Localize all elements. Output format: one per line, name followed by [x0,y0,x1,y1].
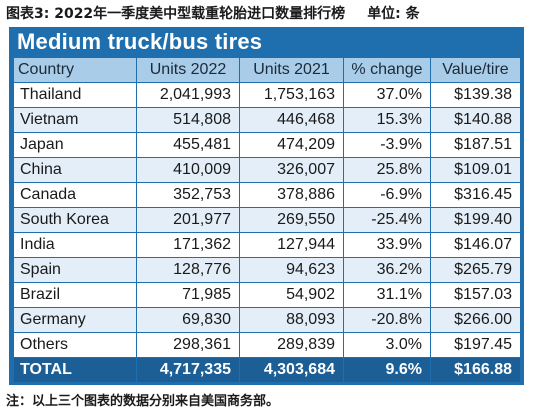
pct-change-cell: 37.0% [343,82,431,108]
caption-title: 图表3: 2022年一季度美中型载重轮胎进口数量排行榜 [6,6,346,22]
value-per-tire-cell: $266.00 [430,307,521,333]
pct-change-cell: 25.8% [343,157,431,183]
header-row: Country Units 2022 Units 2021 % change V… [13,57,521,83]
table-row: Germany 69,830 88,093 -20.8% $266.00 [13,307,521,333]
table-row: Brazil 71,985 54,902 31.1% $157.03 [13,282,521,308]
pct-change-cell: -25.4% [343,207,431,233]
value-per-tire-cell: $316.45 [430,182,521,208]
country-cell: Canada [13,182,137,208]
table-row: India 171,362 127,944 33.9% $146.07 [13,232,521,258]
country-cell: Brazil [13,282,137,308]
units-2021-cell: 127,944 [239,232,344,258]
units-2022-cell: 171,362 [136,232,240,258]
units-2021-cell: 94,623 [239,257,344,283]
pct-change-cell: 33.9% [343,232,431,258]
units-2022-cell: 71,985 [136,282,240,308]
country-cell: India [13,232,137,258]
units-2021-cell: 446,468 [239,107,344,133]
country-cell: Others [13,332,137,358]
country-cell: South Korea [13,207,137,233]
table-row: Vietnam 514,808 446,468 15.3% $140.88 [13,107,521,133]
value-per-tire-cell: $197.45 [430,332,521,358]
figure-caption: 图表3: 2022年一季度美中型载重轮胎进口数量排行榜 单位: 条 [6,4,420,24]
pct-change-cell: -20.8% [343,307,431,333]
total-value-per-tire-cell: $166.88 [430,357,521,383]
units-2022-cell: 410,009 [136,157,240,183]
table-row: Others 298,361 289,839 3.0% $197.45 [13,332,521,358]
units-2022-cell: 298,361 [136,332,240,358]
units-2022-cell: 514,808 [136,107,240,133]
table-title: Medium truck/bus tires [17,29,263,54]
units-2021-cell: 269,550 [239,207,344,233]
value-per-tire-cell: $146.07 [430,232,521,258]
country-cell: China [13,157,137,183]
tire-table-panel: Medium truck/bus tires Country Units 202… [9,27,524,385]
total-units-2022-cell: 4,717,335 [136,357,240,383]
table-row: Japan 455,481 474,209 -3.9% $187.51 [13,132,521,158]
country-cell: Spain [13,257,137,283]
table-body: Thailand 2,041,993 1,753,163 37.0% $139.38 Vi… [13,82,521,383]
units-2021-cell: 474,209 [239,132,344,158]
column-header-units-2021: Units 2021 [239,57,344,83]
units-2022-cell: 201,977 [136,207,240,233]
units-2022-cell: 128,776 [136,257,240,283]
units-2022-cell: 352,753 [136,182,240,208]
country-cell: Japan [13,132,137,158]
units-2022-cell: 2,041,993 [136,82,240,108]
country-cell: Germany [13,307,137,333]
total-pct-change-cell: 9.6% [343,357,431,383]
units-2021-cell: 378,886 [239,182,344,208]
column-header-pct-change: % change [343,57,431,83]
value-per-tire-cell: $187.51 [430,132,521,158]
pct-change-cell: 3.0% [343,332,431,358]
column-header-units-2022: Units 2022 [136,57,240,83]
value-per-tire-cell: $265.79 [430,257,521,283]
units-2021-cell: 326,007 [239,157,344,183]
pct-change-cell: 15.3% [343,107,431,133]
units-2021-cell: 289,839 [239,332,344,358]
total-row: TOTAL 4,717,335 4,303,684 9.6% $166.88 [13,357,521,383]
column-header-value-per-tire: Value/tire [430,57,521,83]
country-cell: Thailand [13,82,137,108]
units-2021-cell: 88,093 [239,307,344,333]
pct-change-cell: -6.9% [343,182,431,208]
country-cell: Vietnam [13,107,137,133]
source-note: 注：以上三个图表的数据分别来自美国商务部。 [6,394,280,409]
units-2021-cell: 54,902 [239,282,344,308]
table-row: Canada 352,753 378,886 -6.9% $316.45 [13,182,521,208]
table-row: China 410,009 326,007 25.8% $109.01 [13,157,521,183]
caption-unit: 单位: 条 [367,6,420,22]
value-per-tire-cell: $157.03 [430,282,521,308]
value-per-tire-cell: $109.01 [430,157,521,183]
value-per-tire-cell: $140.88 [430,107,521,133]
value-per-tire-cell: $199.40 [430,207,521,233]
table-row: South Korea 201,977 269,550 -25.4% $199.40 [13,207,521,233]
units-2022-cell: 69,830 [136,307,240,333]
import-table: Country Units 2022 Units 2021 % change V… [13,57,521,383]
total-units-2021-cell: 4,303,684 [239,357,344,383]
pct-change-cell: 36.2% [343,257,431,283]
table-row: Thailand 2,041,993 1,753,163 37.0% $139.38 [13,82,521,108]
column-header-country: Country [13,57,137,83]
units-2021-cell: 1,753,163 [239,82,344,108]
pct-change-cell: 31.1% [343,282,431,308]
table-row: Spain 128,776 94,623 36.2% $265.79 [13,257,521,283]
pct-change-cell: -3.9% [343,132,431,158]
total-country-cell: TOTAL [13,357,137,383]
value-per-tire-cell: $139.38 [430,82,521,108]
units-2022-cell: 455,481 [136,132,240,158]
